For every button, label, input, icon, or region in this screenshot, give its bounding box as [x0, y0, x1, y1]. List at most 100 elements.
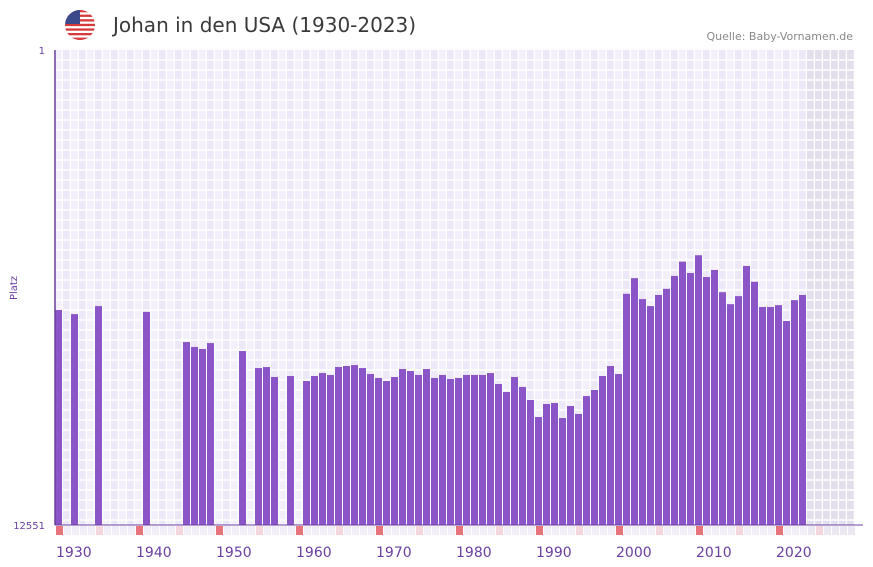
bar-1982[interactable] [471, 374, 478, 525]
bar-1972[interactable] [391, 376, 398, 525]
year-marker [216, 526, 223, 535]
bar-1964[interactable] [327, 374, 334, 525]
bar-2022[interactable] [791, 300, 798, 525]
year-marker [464, 526, 471, 535]
grid-column [535, 50, 543, 525]
bar-1999[interactable] [607, 366, 614, 525]
bar-1977[interactable] [431, 377, 438, 525]
bar-1989[interactable] [527, 399, 534, 525]
bar-1953[interactable] [239, 351, 246, 525]
bar-2019[interactable] [767, 306, 774, 525]
bar-1985[interactable] [495, 383, 502, 525]
bar-2009[interactable] [687, 273, 694, 525]
bar-1996[interactable] [583, 396, 590, 525]
bar-1970[interactable] [375, 377, 382, 525]
bar-1935[interactable] [95, 306, 102, 525]
bar-1995[interactable] [575, 413, 582, 525]
bar-1957[interactable] [271, 376, 278, 525]
bar-2004[interactable] [647, 306, 654, 525]
bar-2015[interactable] [735, 296, 742, 525]
bar-2008[interactable] [679, 261, 686, 525]
year-marker [272, 526, 279, 535]
bar-2023[interactable] [799, 294, 806, 525]
bar-1966[interactable] [343, 366, 350, 525]
x-tick-labels: 1930 1940 1950 1960 1970 1980 1990 2000 2010 2020 [56, 545, 812, 561]
year-marker [480, 526, 487, 535]
bar-1975[interactable] [415, 374, 422, 525]
bar-1978[interactable] [439, 374, 446, 525]
bar-1965[interactable] [335, 367, 342, 525]
bar-1947[interactable] [191, 346, 198, 525]
grid-column [479, 50, 487, 525]
year-marker [400, 526, 407, 535]
bar-1979[interactable] [447, 378, 454, 525]
bar-1932[interactable] [71, 314, 78, 525]
bar-2013[interactable] [719, 292, 726, 525]
bar-2000[interactable] [615, 374, 622, 525]
bar-1991[interactable] [543, 404, 550, 525]
bar-1973[interactable] [399, 369, 406, 525]
bar-1941[interactable] [143, 311, 150, 525]
bar-2018[interactable] [759, 306, 766, 525]
bar-2021[interactable] [783, 321, 790, 525]
bar-1949[interactable] [207, 343, 214, 525]
grid-column [255, 50, 263, 525]
grid-column [159, 50, 167, 525]
year-marker [136, 526, 143, 535]
bar-1984[interactable] [487, 373, 494, 525]
bar-2016[interactable] [743, 265, 750, 525]
bar-2011[interactable] [703, 277, 710, 525]
bar-1956[interactable] [263, 367, 270, 525]
bar-1980[interactable] [455, 377, 462, 525]
bar-1930[interactable] [55, 309, 62, 525]
bar-2006[interactable] [663, 288, 670, 525]
bar-2010[interactable] [695, 255, 702, 526]
bar-1969[interactable] [367, 374, 374, 525]
bar-1990[interactable] [535, 416, 542, 525]
bar-1967[interactable] [351, 365, 358, 525]
bar-1974[interactable] [407, 371, 414, 525]
bar-2003[interactable] [639, 299, 646, 525]
grid-column [79, 50, 87, 525]
year-marker [696, 526, 703, 535]
year-marker [160, 526, 167, 535]
year-marker [648, 526, 655, 535]
bar-1983[interactable] [479, 374, 486, 525]
bar-2002[interactable] [631, 278, 638, 525]
bar-1955[interactable] [255, 368, 262, 525]
y-axis-label: Platz [9, 276, 20, 300]
bar-2001[interactable] [623, 293, 630, 525]
bar-2020[interactable] [775, 305, 782, 525]
bar-1987[interactable] [511, 376, 518, 525]
bar-1946[interactable] [183, 342, 190, 525]
grid-column [175, 50, 183, 525]
bar-2014[interactable] [727, 304, 734, 525]
bar-2007[interactable] [671, 275, 678, 525]
bar-2012[interactable] [711, 269, 718, 525]
bar-1976[interactable] [423, 369, 430, 525]
year-marker [528, 526, 535, 535]
bar-2017[interactable] [751, 281, 758, 525]
year-marker [632, 526, 639, 535]
bar-1948[interactable] [199, 348, 206, 525]
bar-1986[interactable] [503, 391, 510, 525]
bar-1981[interactable] [463, 374, 470, 525]
bar-1968[interactable] [359, 368, 366, 525]
bar-1988[interactable] [519, 386, 526, 525]
year-marker [824, 526, 831, 535]
bar-1959[interactable] [287, 375, 294, 525]
bar-1971[interactable] [383, 380, 390, 525]
bar-1992[interactable] [551, 402, 558, 525]
grid-column [287, 50, 295, 525]
bar-2005[interactable] [655, 294, 662, 525]
bar-1998[interactable] [599, 375, 606, 525]
grid-column [575, 50, 583, 525]
bar-1963[interactable] [319, 373, 326, 525]
bar-1962[interactable] [311, 375, 318, 525]
year-marker [656, 526, 663, 535]
bar-1997[interactable] [591, 389, 598, 525]
bar-1993[interactable] [559, 418, 566, 525]
grid-column [591, 50, 599, 525]
bar-1961[interactable] [303, 380, 310, 525]
bar-1994[interactable] [567, 406, 574, 525]
